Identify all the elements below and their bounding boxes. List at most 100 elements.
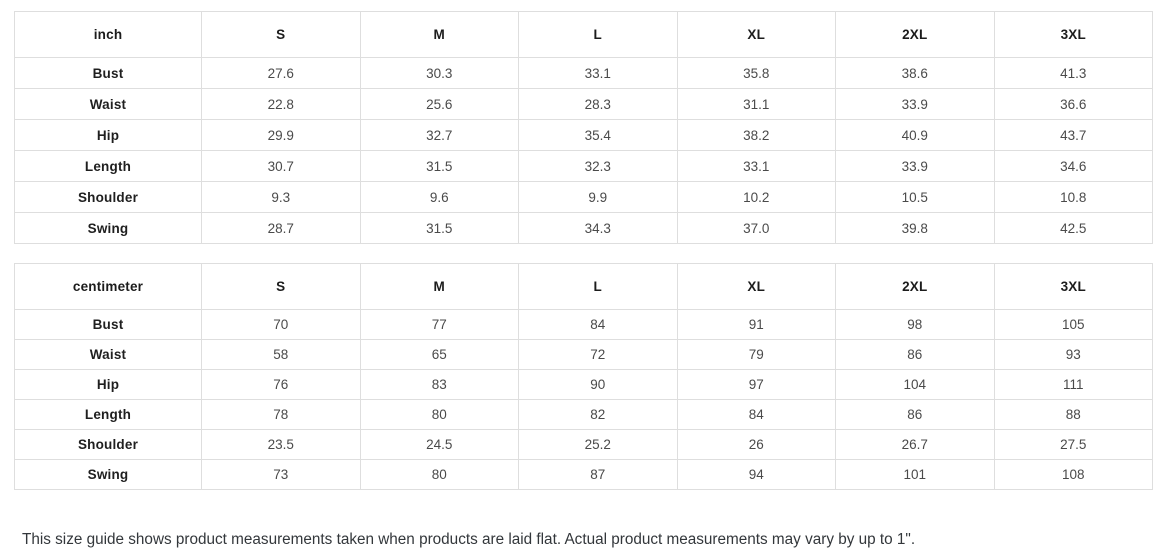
- measurement-cell: 23.5: [201, 429, 361, 460]
- measurement-cell: 38.6: [835, 57, 995, 89]
- measurement-cell: 31.5: [359, 212, 519, 244]
- measurement-cell: 32.3: [518, 150, 678, 182]
- table-row: Hip 76 83 90 97 104 111: [14, 369, 1153, 400]
- size-chart-centimeter-body: Bust 70 77 84 91 98 105 Waist 58 65 72 7…: [14, 309, 1153, 490]
- size-chart-inch-header: inch S M L XL 2XL 3XL: [14, 11, 1153, 58]
- measurement-cell: 79: [676, 339, 836, 370]
- size-chart-centimeter-header: centimeter S M L XL 2XL 3XL: [14, 263, 1153, 310]
- measurement-cell: 28.3: [518, 88, 678, 120]
- measurement-cell: 72: [518, 339, 678, 370]
- row-label-length: Length: [14, 150, 202, 182]
- measurement-cell: 93: [993, 339, 1153, 370]
- table-row: Shoulder 9.3 9.6 9.9 10.2 10.5 10.8: [14, 181, 1153, 213]
- measurement-cell: 41.3: [993, 57, 1153, 89]
- measurement-cell: 33.1: [676, 150, 836, 182]
- row-label-waist: Waist: [14, 339, 202, 370]
- unit-header-inch: inch: [14, 11, 202, 58]
- measurement-cell: 84: [518, 309, 678, 340]
- measurement-cell: 33.1: [518, 57, 678, 89]
- measurement-cell: 24.5: [359, 429, 519, 460]
- row-label-bust: Bust: [14, 309, 202, 340]
- table-row: Shoulder 23.5 24.5 25.2 26 26.7 27.5: [14, 429, 1153, 460]
- size-chart-inch-body: Bust 27.6 30.3 33.1 35.8 38.6 41.3 Waist…: [14, 57, 1153, 244]
- measurement-cell: 22.8: [201, 88, 361, 120]
- size-header-2xl: 2XL: [835, 11, 995, 58]
- measurement-cell: 31.1: [676, 88, 836, 120]
- table-row: Waist 22.8 25.6 28.3 31.1 33.9 36.6: [14, 88, 1153, 120]
- measurement-cell: 98: [835, 309, 995, 340]
- size-header-3xl: 3XL: [993, 11, 1153, 58]
- measurement-cell: 82: [518, 399, 678, 430]
- measurement-cell: 38.2: [676, 119, 836, 151]
- measurement-cell: 9.6: [359, 181, 519, 213]
- measurement-cell: 80: [359, 399, 519, 430]
- measurement-cell: 70: [201, 309, 361, 340]
- size-chart-centimeter: centimeter S M L XL 2XL 3XL Bust 70 77 8…: [14, 263, 1153, 490]
- unit-header-centimeter: centimeter: [14, 263, 202, 310]
- header-row: inch S M L XL 2XL 3XL: [14, 11, 1153, 58]
- size-chart-inch: inch S M L XL 2XL 3XL Bust 27.6 30.3 33.…: [14, 11, 1153, 244]
- row-label-waist: Waist: [14, 88, 202, 120]
- measurement-cell: 32.7: [359, 119, 519, 151]
- measurement-cell: 30.3: [359, 57, 519, 89]
- measurement-cell: 27.5: [993, 429, 1153, 460]
- measurement-cell: 29.9: [201, 119, 361, 151]
- measurement-cell: 83: [359, 369, 519, 400]
- measurement-cell: 108: [993, 459, 1153, 490]
- size-header-m: M: [359, 263, 519, 310]
- measurement-cell: 76: [201, 369, 361, 400]
- measurement-cell: 90: [518, 369, 678, 400]
- measurement-cell: 65: [359, 339, 519, 370]
- measurement-cell: 37.0: [676, 212, 836, 244]
- header-row: centimeter S M L XL 2XL 3XL: [14, 263, 1153, 310]
- measurement-cell: 34.3: [518, 212, 678, 244]
- table-row: Waist 58 65 72 79 86 93: [14, 339, 1153, 370]
- measurement-cell: 43.7: [993, 119, 1153, 151]
- measurement-cell: 97: [676, 369, 836, 400]
- measurement-cell: 40.9: [835, 119, 995, 151]
- measurement-cell: 10.8: [993, 181, 1153, 213]
- measurement-cell: 86: [835, 399, 995, 430]
- row-label-swing: Swing: [14, 212, 202, 244]
- size-header-l: L: [518, 11, 678, 58]
- measurement-cell: 33.9: [835, 88, 995, 120]
- row-label-swing: Swing: [14, 459, 202, 490]
- measurement-cell: 80: [359, 459, 519, 490]
- measurement-cell: 36.6: [993, 88, 1153, 120]
- measurement-cell: 31.5: [359, 150, 519, 182]
- measurement-cell: 42.5: [993, 212, 1153, 244]
- table-row: Hip 29.9 32.7 35.4 38.2 40.9 43.7: [14, 119, 1153, 151]
- table-row: Swing 28.7 31.5 34.3 37.0 39.8 42.5: [14, 212, 1153, 244]
- size-header-l: L: [518, 263, 678, 310]
- size-guide-note: This size guide shows product measuremen…: [22, 531, 916, 548]
- measurement-cell: 26.7: [835, 429, 995, 460]
- measurement-cell: 87: [518, 459, 678, 490]
- measurement-cell: 9.3: [201, 181, 361, 213]
- measurement-cell: 9.9: [518, 181, 678, 213]
- measurement-cell: 10.5: [835, 181, 995, 213]
- table-row: Bust 27.6 30.3 33.1 35.8 38.6 41.3: [14, 57, 1153, 89]
- measurement-cell: 94: [676, 459, 836, 490]
- measurement-cell: 77: [359, 309, 519, 340]
- measurement-cell: 27.6: [201, 57, 361, 89]
- size-header-2xl: 2XL: [835, 263, 995, 310]
- table-row: Swing 73 80 87 94 101 108: [14, 459, 1153, 490]
- table-row: Bust 70 77 84 91 98 105: [14, 309, 1153, 340]
- measurement-cell: 25.2: [518, 429, 678, 460]
- size-header-s: S: [201, 263, 361, 310]
- measurement-cell: 33.9: [835, 150, 995, 182]
- measurement-cell: 101: [835, 459, 995, 490]
- measurement-cell: 58: [201, 339, 361, 370]
- measurement-cell: 84: [676, 399, 836, 430]
- row-label-bust: Bust: [14, 57, 202, 89]
- measurement-cell: 25.6: [359, 88, 519, 120]
- measurement-cell: 35.8: [676, 57, 836, 89]
- size-header-m: M: [359, 11, 519, 58]
- row-label-hip: Hip: [14, 119, 202, 151]
- measurement-cell: 78: [201, 399, 361, 430]
- measurement-cell: 30.7: [201, 150, 361, 182]
- measurement-cell: 105: [993, 309, 1153, 340]
- row-label-shoulder: Shoulder: [14, 429, 202, 460]
- measurement-cell: 88: [993, 399, 1153, 430]
